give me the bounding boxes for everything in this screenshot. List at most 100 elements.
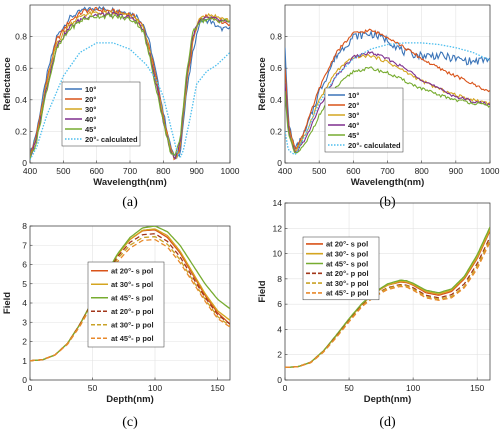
axes-frame: [284, 202, 491, 381]
y-axis-label: Reflectance: [257, 57, 268, 110]
x-axis-label: Depth(nm): [106, 394, 154, 405]
legend-label: at 30°- s pol: [111, 280, 153, 289]
y-tick-label: 4: [277, 324, 282, 334]
legend-label: 30°: [85, 105, 96, 114]
y-tick-label: 6: [277, 299, 282, 309]
legend-box: [61, 81, 141, 147]
x-tick-label: 800: [156, 166, 170, 176]
series-group: [285, 226, 490, 369]
legend-label: at 45°- p pol: [111, 334, 154, 343]
y-tick-label: 7: [22, 240, 27, 250]
series-line-40: [285, 50, 490, 153]
y-tick-label: 4: [22, 298, 27, 308]
legend-label: 20°: [348, 101, 359, 110]
series-line-45: [30, 13, 230, 160]
legend-label: at 20°- s pol: [111, 267, 153, 276]
y-tick-label: 0.6: [15, 63, 27, 73]
series-line-10: [285, 29, 490, 152]
x-tick-label: 1000: [481, 166, 500, 176]
series-line-at-20-p-pol: [30, 233, 230, 362]
legend-box: [87, 261, 165, 348]
legend-box: [324, 87, 404, 153]
y-tick-label: 0.6: [270, 63, 282, 73]
x-axis-label: Wavelength(nm): [351, 177, 425, 188]
legend-label: 30°: [348, 111, 359, 120]
legend-label: 40°: [85, 115, 96, 124]
y-tick-label: 0: [22, 158, 27, 168]
series-line-at-45-s-pol: [285, 226, 490, 369]
series-line-30: [285, 53, 490, 153]
y-tick-label: 0: [277, 158, 282, 168]
legend-label: 10°: [85, 85, 96, 94]
y-tick-label: 0.8: [270, 32, 282, 42]
panel-a: 400 500 600 700 800 900 100000.20.40.60.810°20…: [2, 4, 240, 210]
legend-label: 40°: [348, 121, 359, 130]
legend-label: 20°- calculated: [85, 135, 138, 144]
panel-caption: (a): [122, 195, 138, 210]
legend-label: at 45°- p pol: [326, 289, 369, 298]
axes-frame: [29, 225, 231, 381]
y-tick-label: 2: [22, 337, 27, 347]
y-tick-label: 5: [22, 279, 27, 289]
x-tick-label: 400: [278, 166, 292, 176]
series-line-20: [285, 28, 490, 150]
panel-caption: (b): [379, 195, 396, 210]
y-tick-label: 0.2: [270, 126, 282, 136]
y-tick-label: 0: [277, 375, 282, 385]
legend-label: 20°: [85, 95, 96, 104]
legend-label: 20°- calculated: [348, 141, 401, 150]
legend-label: at 30°- p pol: [326, 279, 369, 288]
y-tick-label: 2: [277, 350, 282, 360]
x-tick-label: 500: [56, 166, 70, 176]
series-line-at-45-p-pol: [30, 238, 230, 362]
x-tick-label: 800: [415, 166, 429, 176]
x-tick-label: 600: [346, 166, 360, 176]
legend-label: at 20°- p pol: [111, 307, 154, 316]
legend-label: 10°: [348, 91, 359, 100]
x-tick-label: 100: [148, 383, 162, 393]
legend-label: at 20°- p pol: [326, 269, 369, 278]
y-tick-label: 14: [273, 198, 283, 208]
panel-caption: (c): [122, 415, 138, 430]
x-tick-label: 50: [88, 383, 98, 393]
series-line-20-calculated: [285, 42, 490, 156]
legend-label: 45°: [85, 125, 96, 134]
x-tick-label: 100: [406, 383, 420, 393]
x-tick-label: 500: [312, 166, 326, 176]
y-tick-label: 8: [277, 274, 282, 284]
series-line-at-30-p-pol: [30, 236, 230, 362]
legend-label: at 45°- s pol: [326, 259, 368, 268]
y-tick-label: 0.8: [15, 32, 27, 42]
x-tick-label: 50: [344, 383, 354, 393]
panel-b: 400 500 600 700 800 900 100000.20.40.60.810°20…: [257, 4, 500, 210]
y-tick-label: 8: [22, 221, 27, 231]
series-group: [30, 226, 230, 362]
x-axis-label: Depth(nm): [364, 394, 412, 405]
y-tick-label: 12: [273, 223, 283, 233]
y-tick-label: 1: [22, 356, 27, 366]
legend-label: at 45°- s pol: [111, 294, 153, 303]
legend-label: at 30°- s pol: [326, 250, 368, 259]
panel-caption: (d): [379, 415, 396, 430]
series-line-at-45-s-pol: [30, 226, 230, 362]
x-tick-label: 700: [123, 166, 137, 176]
y-tick-label: 0.2: [15, 126, 27, 136]
series-line-10: [30, 5, 230, 160]
x-tick-label: 900: [449, 166, 463, 176]
x-tick-label: 1000: [221, 166, 240, 176]
x-tick-label: 700: [380, 166, 394, 176]
x-tick-label: 0: [283, 383, 288, 393]
y-tick-label: 3: [22, 317, 27, 327]
y-axis-label: Reflectance: [2, 57, 13, 110]
axes-frame: [29, 4, 231, 164]
x-axis-label: Wavelength(nm): [93, 177, 167, 188]
y-tick-label: 0: [22, 375, 27, 385]
x-tick-label: 400: [23, 166, 37, 176]
panel-c: 0 50 100 150 0 1 2 3 4 5 6 7 8 at 20°- s pol at 30°- s…: [2, 221, 231, 430]
y-tick-label: 0.4: [15, 95, 27, 105]
series-line-45: [285, 66, 490, 154]
series-line-20-calculated: [30, 42, 230, 161]
x-tick-label: 150: [210, 383, 224, 393]
